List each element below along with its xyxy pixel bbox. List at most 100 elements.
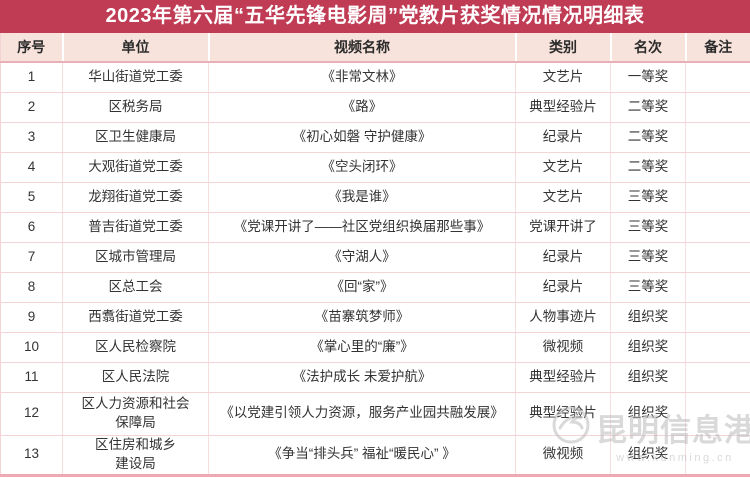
table-cell: 龙翔街道党工委 — [62, 182, 209, 213]
table-cell: 区总工会 — [62, 272, 209, 303]
table-cell: 《法护成长 未爱护航》 — [208, 362, 516, 393]
table-cell — [685, 122, 750, 153]
table-cell: 10 — [0, 332, 63, 363]
table-cell — [685, 62, 750, 93]
table-cell: 1 — [0, 62, 63, 93]
table-cell: 区人力资源和社会 保障局 — [62, 392, 209, 436]
column-header-remarks: 备注 — [685, 33, 750, 63]
table-cell: 三等奖 — [610, 182, 686, 213]
table-cell: 区住房和城乡 建设局 — [62, 435, 209, 476]
table-cell: 二等奖 — [610, 92, 686, 123]
table-body: 1 华山街道党工委 《非常文林》 文艺片 一等奖 2 区税务局 《路》 典型经验片 二等奖 3 区卫生… — [0, 62, 750, 476]
table-cell: 区城市管理局 — [62, 242, 209, 273]
table-cell — [685, 435, 750, 476]
table-row: 12 区人力资源和社会 保障局 《以党建引领人力资源，服务产业园共融发展》 典型经验片… — [0, 392, 750, 436]
awards-table: 序号 单位 视频名称 类别 名次 备注 1 华山街道党工委 《非常文林》 文艺片 一等奖… — [0, 33, 750, 477]
table-cell: 纪录片 — [515, 242, 611, 273]
table-cell: 区人民法院 — [62, 362, 209, 393]
table-cell: 华山街道党工委 — [62, 62, 209, 93]
table-cell: 文艺片 — [515, 152, 611, 183]
table-row: 11 区人民法院 《法护成长 未爱护航》 典型经验片 组织奖 — [0, 362, 750, 393]
table-row: 10 区人民检察院 《掌心里的“廉”》 微视频 组织奖 — [0, 332, 750, 363]
table-cell: 组织奖 — [610, 332, 686, 363]
table-cell: 三等奖 — [610, 272, 686, 303]
table-cell: 纪录片 — [515, 272, 611, 303]
table-cell: 区税务局 — [62, 92, 209, 123]
table-cell: 《回“家”》 — [208, 272, 516, 303]
table-cell: 《掌心里的“廉”》 — [208, 332, 516, 363]
table-cell: 组织奖 — [610, 362, 686, 393]
table-cell — [685, 212, 750, 243]
table-cell: 《非常文林》 — [208, 62, 516, 93]
table-cell: 11 — [0, 362, 63, 393]
table-row: 2 区税务局 《路》 典型经验片 二等奖 — [0, 92, 750, 123]
table-cell — [685, 332, 750, 363]
table-cell: 典型经验片 — [515, 362, 611, 393]
table-cell: 区卫生健康局 — [62, 122, 209, 153]
header-row: 序号 单位 视频名称 类别 名次 备注 — [0, 33, 750, 63]
table-cell — [685, 272, 750, 303]
table-cell — [685, 242, 750, 273]
table-cell: 三等奖 — [610, 212, 686, 243]
table-cell: 二等奖 — [610, 122, 686, 153]
table-cell: 2 — [0, 92, 63, 123]
table-cell: 党课开讲了 — [515, 212, 611, 243]
page-title: 2023年第六届“五华先锋电影周”党教片获奖情况情况明细表 — [0, 0, 750, 33]
table-cell: 《苗寨筑梦师》 — [208, 302, 516, 333]
table-cell: 典型经验片 — [515, 392, 611, 436]
table-cell: 组织奖 — [610, 435, 686, 476]
table-cell: 《路》 — [208, 92, 516, 123]
table-cell: 区人民检察院 — [62, 332, 209, 363]
column-header-category: 类别 — [515, 33, 612, 63]
table-cell: 《党课开讲了——社区党组织换届那些事》 — [208, 212, 516, 243]
table-cell: 《守湖人》 — [208, 242, 516, 273]
table-cell: 二等奖 — [610, 152, 686, 183]
table-cell: 《我是谁》 — [208, 182, 516, 213]
table-cell: 5 — [0, 182, 63, 213]
table-cell: 4 — [0, 152, 63, 183]
table-cell: 组织奖 — [610, 302, 686, 333]
column-header-index: 序号 — [0, 33, 64, 63]
column-header-video-name: 视频名称 — [208, 33, 517, 63]
table-cell: 《以党建引领人力资源，服务产业园共融发展》 — [208, 392, 516, 436]
table-row: 9 西翥街道党工委 《苗寨筑梦师》 人物事迹片 组织奖 — [0, 302, 750, 333]
table-header: 序号 单位 视频名称 类别 名次 备注 — [0, 33, 750, 63]
table-cell: 13 — [0, 435, 63, 476]
table-cell: 文艺片 — [515, 62, 611, 93]
table-row: 7 区城市管理局 《守湖人》 纪录片 三等奖 — [0, 242, 750, 273]
table-cell: 9 — [0, 302, 63, 333]
table-cell: 一等奖 — [610, 62, 686, 93]
table-cell — [685, 392, 750, 436]
table-cell — [685, 92, 750, 123]
table-cell: 普吉街道党工委 — [62, 212, 209, 243]
table-cell: 微视频 — [515, 435, 611, 476]
table-cell: 三等奖 — [610, 242, 686, 273]
table-cell: 6 — [0, 212, 63, 243]
table-cell — [685, 152, 750, 183]
column-header-unit: 单位 — [62, 33, 210, 63]
table-cell — [685, 302, 750, 333]
table-cell: 大观街道党工委 — [62, 152, 209, 183]
table-cell — [685, 182, 750, 213]
table-cell: 《初心如磐 守护健康》 — [208, 122, 516, 153]
table-cell: 西翥街道党工委 — [62, 302, 209, 333]
table-cell: 纪录片 — [515, 122, 611, 153]
table-cell: 《争当“排头兵” 福祉“暖民心” 》 — [208, 435, 516, 476]
table-cell: 典型经验片 — [515, 92, 611, 123]
table-cell: 文艺片 — [515, 182, 611, 213]
table-cell: 微视频 — [515, 332, 611, 363]
table-cell — [685, 362, 750, 393]
table-cell: 12 — [0, 392, 63, 436]
table-row: 4 大观街道党工委 《空头闭环》 文艺片 二等奖 — [0, 152, 750, 183]
table-row: 6 普吉街道党工委 《党课开讲了——社区党组织换届那些事》 党课开讲了 三等奖 — [0, 212, 750, 243]
table-row: 13 区住房和城乡 建设局 《争当“排头兵” 福祉“暖民心” 》微视频 组织奖 — [0, 435, 750, 476]
table-row: 8 区总工会 《回“家”》 纪录片 三等奖 — [0, 272, 750, 303]
column-header-rank: 名次 — [610, 33, 687, 63]
table-row: 1 华山街道党工委 《非常文林》 文艺片 一等奖 — [0, 62, 750, 93]
table-cell: 人物事迹片 — [515, 302, 611, 333]
table-row: 3 区卫生健康局 《初心如磐 守护健康》 纪录片 二等奖 — [0, 122, 750, 153]
table-row: 5 龙翔街道党工委 《我是谁》 文艺片 三等奖 — [0, 182, 750, 213]
table-cell: 3 — [0, 122, 63, 153]
table-cell: 《空头闭环》 — [208, 152, 516, 183]
